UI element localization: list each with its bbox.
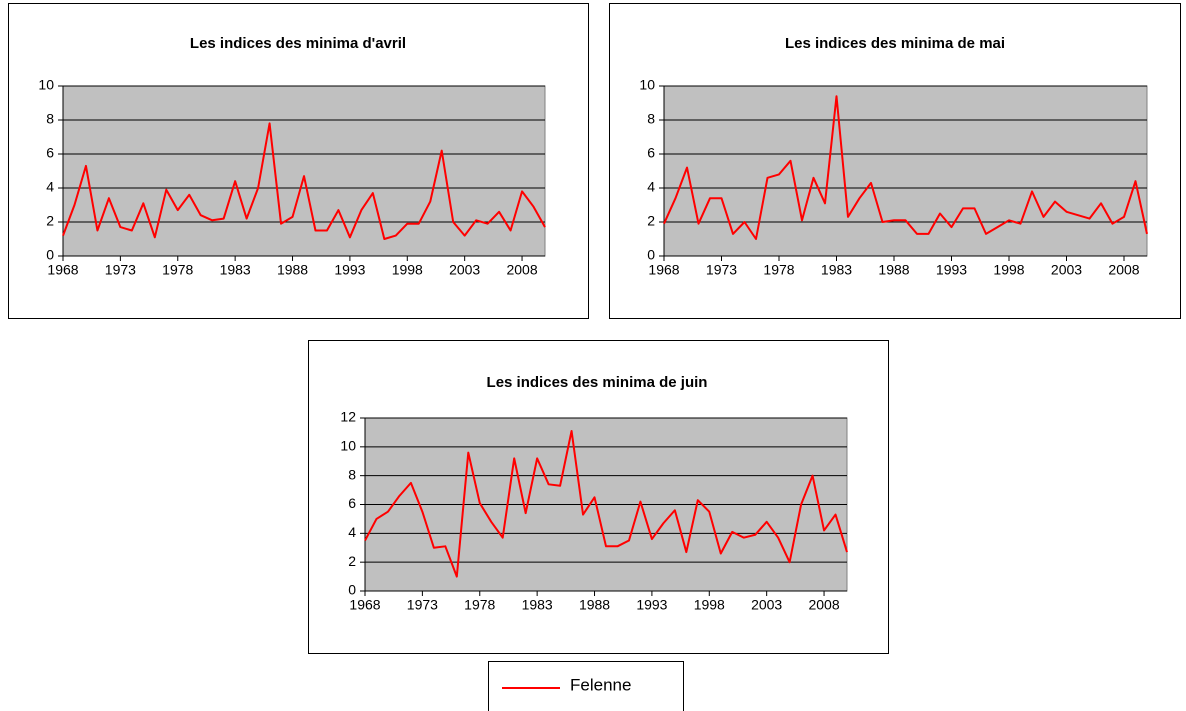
legend-frame: [488, 661, 684, 711]
y-tick-label: 2: [647, 213, 655, 229]
data-line: [663, 95, 1148, 240]
y-tick-label: 4: [647, 179, 655, 195]
x-tick-label: 1973: [105, 262, 136, 278]
x-tick-label: 1978: [464, 597, 495, 613]
x-tick-label: 1978: [162, 262, 193, 278]
y-tick-label: 4: [348, 524, 356, 540]
x-tick-label: 1998: [392, 262, 423, 278]
y-tick-label: 0: [647, 247, 655, 263]
chart-title: Les indices des minima d'avril: [190, 35, 406, 52]
plot-area: [62, 85, 546, 257]
x-tick-label: 1998: [694, 597, 725, 613]
y-tick-label: 2: [46, 213, 54, 229]
chart-title: Les indices des minima de juin: [487, 374, 708, 391]
data-line: [364, 429, 848, 578]
y-tick-label: 6: [348, 495, 356, 511]
y-tick-label: 0: [348, 582, 356, 598]
y-tick-label: 6: [647, 145, 655, 161]
x-tick-label: 1988: [579, 597, 610, 613]
x-tick-label: 1993: [636, 597, 667, 613]
y-tick-label: 8: [348, 466, 356, 482]
x-tick-label: 1973: [407, 597, 438, 613]
x-tick-label: 2008: [506, 262, 537, 278]
x-tick-label: 2008: [808, 597, 839, 613]
legend-label: Felenne: [570, 675, 631, 694]
x-tick-label: 1968: [349, 597, 380, 613]
x-tick-label: 1983: [220, 262, 251, 278]
y-tick-label: 10: [38, 77, 54, 93]
x-tick-label: 1983: [522, 597, 553, 613]
x-tick-label: 2003: [1051, 262, 1082, 278]
y-tick-label: 8: [46, 111, 54, 127]
y-tick-label: 6: [46, 145, 54, 161]
chart-title: Les indices des minima de mai: [785, 35, 1005, 52]
plot-area: [663, 85, 1148, 257]
y-tick-label: 10: [639, 77, 655, 93]
x-tick-label: 1978: [763, 262, 794, 278]
y-tick-label: 0: [46, 247, 54, 263]
y-tick-label: 10: [340, 438, 356, 454]
x-tick-label: 1993: [334, 262, 365, 278]
y-tick-label: 8: [647, 111, 655, 127]
x-tick-label: 2003: [449, 262, 480, 278]
y-tick-label: 4: [46, 179, 54, 195]
x-tick-label: 1998: [993, 262, 1024, 278]
x-tick-label: 2008: [1108, 262, 1139, 278]
y-tick-label: 2: [348, 553, 356, 569]
x-tick-label: 1988: [878, 262, 909, 278]
x-tick-label: 1968: [47, 262, 78, 278]
x-tick-label: 1993: [936, 262, 967, 278]
x-tick-label: 1973: [706, 262, 737, 278]
x-tick-label: 2003: [751, 597, 782, 613]
y-tick-label: 12: [340, 409, 356, 425]
x-tick-label: 1988: [277, 262, 308, 278]
x-tick-label: 1968: [648, 262, 679, 278]
x-tick-label: 1983: [821, 262, 852, 278]
data-line: [62, 122, 546, 240]
